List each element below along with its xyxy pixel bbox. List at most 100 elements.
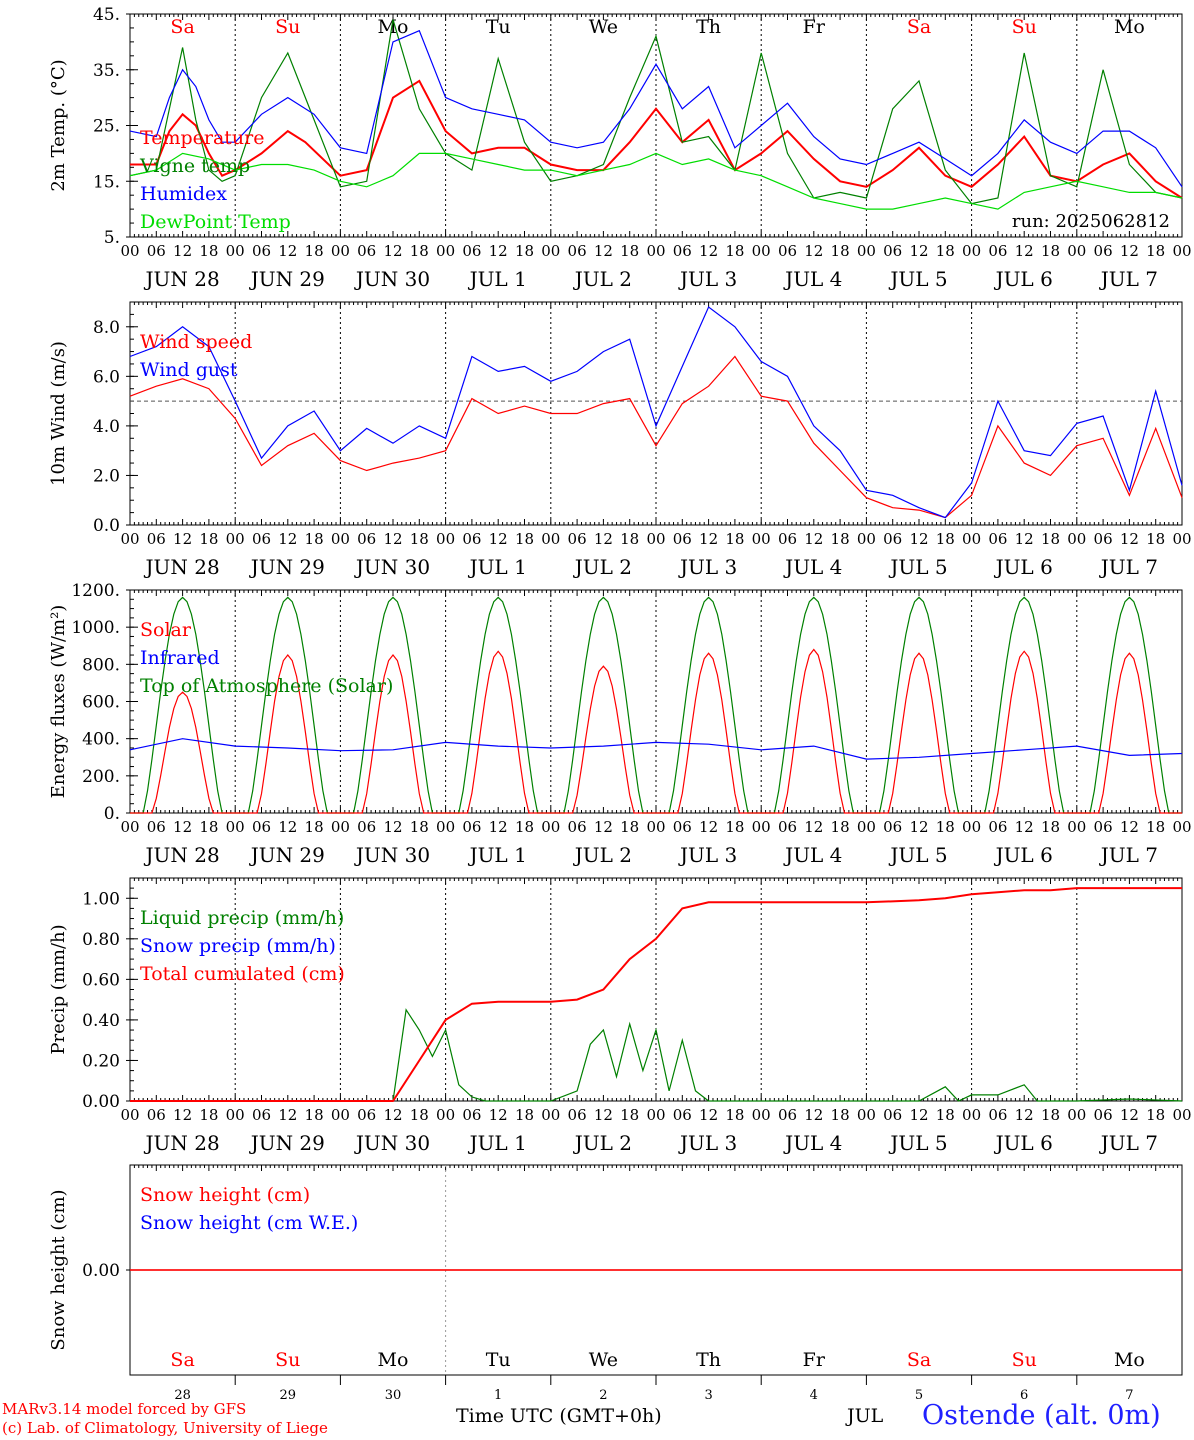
hour-tick-label: 00 [541, 1106, 560, 1124]
legend-entry: Humidex [140, 183, 227, 205]
hour-tick-label: 06 [252, 1106, 271, 1124]
hour-tick-label: 00 [752, 818, 771, 836]
hour-tick-label: 06 [568, 242, 587, 260]
hour-tick-label: 06 [462, 818, 481, 836]
day-number-label: 2 [599, 1388, 607, 1403]
y-axis-title: Energy fluxes (W/m²) [48, 605, 69, 799]
hour-tick-label: 12 [909, 1106, 928, 1124]
legend-entry: Liquid precip (mm/h) [140, 907, 344, 929]
hour-tick-label: 12 [1015, 818, 1034, 836]
y-axis-title: Precip (mm/h) [48, 924, 69, 1054]
hour-tick-label: 00 [857, 242, 876, 260]
date-label: JUL 3 [678, 267, 737, 291]
hour-tick-label: 12 [489, 818, 508, 836]
hour-tick-label: 18 [725, 530, 744, 548]
date-label: JUL 6 [994, 1131, 1053, 1155]
hour-tick-label: 00 [1067, 530, 1086, 548]
day-number-label: 7 [1125, 1388, 1133, 1403]
hour-tick-label: 00 [226, 242, 245, 260]
infrared-series [129, 738, 1183, 760]
y-tick-label: 0.40 [82, 1011, 120, 1031]
date-label: JUN 30 [354, 267, 430, 291]
hour-tick-label: 00 [541, 818, 560, 836]
hour-tick-label: 18 [1146, 530, 1165, 548]
hour-tick-label: 12 [173, 530, 192, 548]
hour-tick-label: 00 [752, 242, 771, 260]
hour-tick-label: 06 [988, 530, 1007, 548]
day-number-label: 30 [385, 1388, 402, 1403]
hour-tick-label: 18 [199, 1106, 218, 1124]
date-label: JUN 28 [144, 267, 220, 291]
hour-tick-label: 00 [857, 1106, 876, 1124]
hour-tick-label: 00 [120, 1106, 139, 1124]
hour-tick-label: 18 [305, 242, 324, 260]
hour-tick-label: 06 [778, 242, 797, 260]
hour-tick-label: 12 [278, 1106, 297, 1124]
hour-tick-label: 00 [646, 818, 665, 836]
hour-tick-label: 00 [436, 1106, 455, 1124]
solar-series [130, 648, 1182, 814]
hour-tick-label: 06 [673, 242, 692, 260]
hour-tick-label: 12 [594, 1106, 613, 1124]
date-label: JUL 3 [678, 555, 737, 579]
hour-tick-label: 18 [1146, 1106, 1165, 1124]
y-tick-label: 0.20 [82, 1051, 120, 1071]
hour-tick-label: 06 [1094, 530, 1113, 548]
hour-tick-label: 06 [357, 242, 376, 260]
hour-tick-label: 12 [1015, 530, 1034, 548]
hour-tick-label: 00 [436, 530, 455, 548]
weekday-label: Su [1012, 1349, 1037, 1371]
y-axis-title: 10m Wind (m/s) [48, 341, 69, 486]
hour-tick-label: 06 [778, 530, 797, 548]
y-tick-label: 0.00 [82, 1092, 120, 1112]
hour-tick-label: 06 [988, 242, 1007, 260]
y-tick-label: 35. [93, 61, 120, 81]
station-name: Ostende (alt. 0m) [922, 1400, 1161, 1431]
hour-tick-label: 12 [383, 1106, 402, 1124]
hour-tick-label: 00 [962, 530, 981, 548]
hour-tick-label: 18 [199, 530, 218, 548]
weekday-label: Tu [486, 16, 511, 38]
date-label: JUL 1 [468, 555, 527, 579]
hour-tick-label: 12 [804, 242, 823, 260]
hour-tick-label: 00 [962, 1106, 981, 1124]
hour-tick-label: 00 [331, 242, 350, 260]
hour-tick-label: 12 [489, 1106, 508, 1124]
hour-tick-label: 12 [383, 242, 402, 260]
hour-tick-label: 12 [1120, 530, 1139, 548]
hour-tick-label: 18 [1041, 818, 1060, 836]
hour-tick-label: 06 [673, 1106, 692, 1124]
hour-tick-label: 12 [594, 530, 613, 548]
hour-tick-label: 06 [147, 818, 166, 836]
y-axis-title: Snow height (cm) [48, 1189, 69, 1350]
dewpoint-temp-series [129, 152, 1183, 210]
y-tick-label: 800. [82, 655, 120, 675]
date-label: JUL 5 [888, 267, 947, 291]
legend-entry: Snow height (cm W.E.) [140, 1212, 358, 1234]
y-tick-label: 200. [82, 767, 120, 787]
x-axis-title: Time UTC (GMT+0h) [456, 1405, 662, 1427]
y-tick-label: 0.00 [82, 1261, 120, 1281]
hour-tick-label: 18 [620, 1106, 639, 1124]
date-label: JUL 3 [678, 843, 737, 867]
hour-tick-label: 18 [515, 818, 534, 836]
weekday-label: Sa [170, 16, 194, 38]
legend-entry: Wind speed [140, 331, 252, 353]
date-label: JUL 4 [783, 1131, 842, 1155]
hour-tick-label: 06 [778, 1106, 797, 1124]
legend-entry: Vigne temp [139, 155, 250, 177]
hour-tick-label: 00 [646, 1106, 665, 1124]
run-annotation: run: 2025062812 [1012, 211, 1170, 232]
date-label: JUL 4 [783, 843, 842, 867]
hour-tick-label: 12 [699, 530, 718, 548]
date-label: JUL 3 [678, 1131, 737, 1155]
date-label: JUN 28 [144, 555, 220, 579]
date-label: JUN 29 [249, 843, 325, 867]
y-tick-label: 2.0 [93, 466, 120, 486]
y-tick-label: 6.0 [93, 367, 120, 387]
y-tick-label: 400. [82, 730, 120, 750]
hour-tick-label: 00 [962, 818, 981, 836]
hour-tick-label: 06 [1094, 242, 1113, 260]
legend-entry: Snow precip (mm/h) [140, 935, 336, 957]
hour-tick-label: 18 [515, 530, 534, 548]
